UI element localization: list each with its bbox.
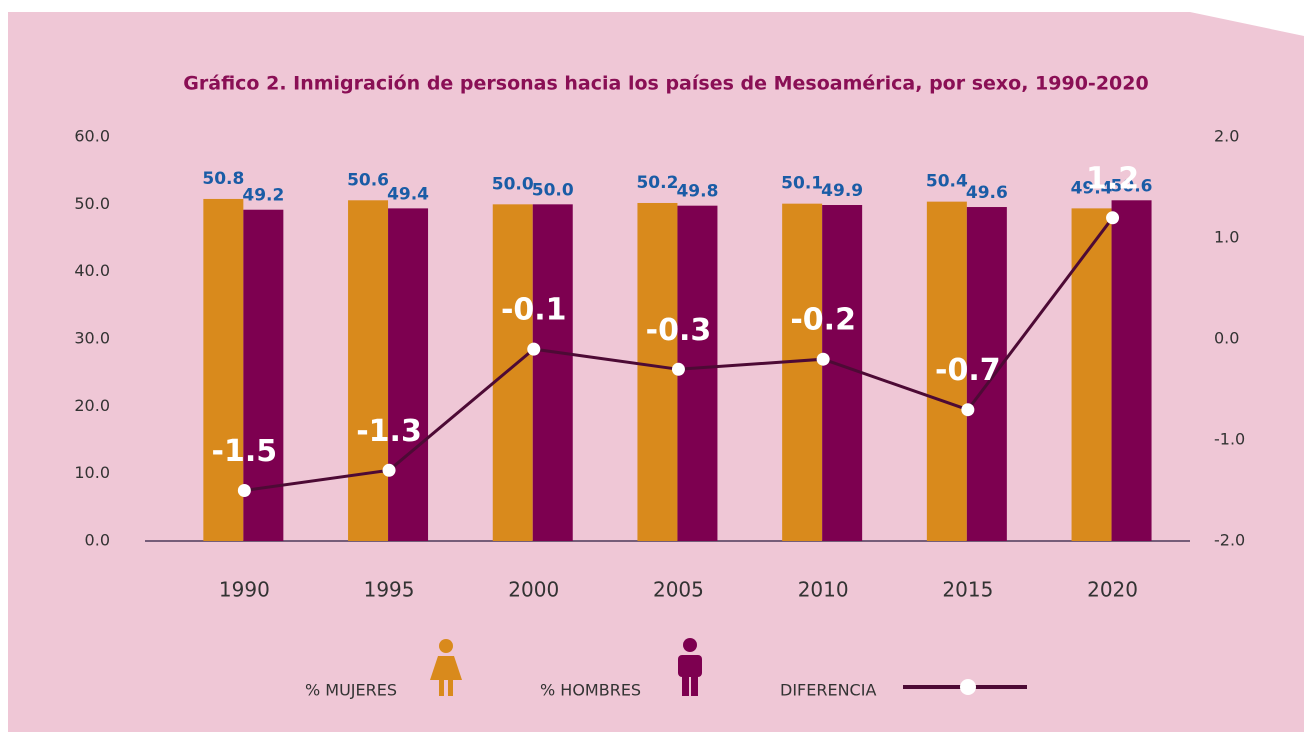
bar: [637, 202, 678, 541]
y-tick-label: 0.0: [85, 531, 110, 550]
y2-tick-label: -2.0: [1214, 531, 1245, 550]
y2-tick-label: 2.0: [1214, 127, 1239, 146]
data-label: -1.3: [356, 414, 422, 449]
y2-tick-label: 1.0: [1214, 228, 1239, 247]
data-label: 50.0: [532, 180, 574, 200]
y-tick-label: 10.0: [74, 463, 110, 482]
legend-icon-woman: [430, 639, 462, 696]
line-marker: [382, 463, 396, 477]
x-tick-label: 1990: [219, 578, 270, 602]
line-marker: [1106, 211, 1120, 225]
bar: [677, 205, 718, 541]
data-label: 50.2: [636, 173, 678, 193]
y-tick-label: 20.0: [74, 396, 110, 415]
line-marker: [961, 403, 975, 417]
data-label: 49.4: [1071, 178, 1113, 198]
y-tick-label: 60.0: [74, 127, 110, 146]
x-tick-label: 2005: [653, 578, 704, 602]
data-label: 50.4: [926, 172, 968, 192]
bar: [822, 205, 863, 542]
y-tick-label: 40.0: [74, 261, 110, 280]
data-label: -0.3: [646, 313, 712, 348]
data-label: 49.6: [966, 183, 1008, 203]
x-tick-label: 2010: [798, 578, 849, 602]
y2-tick-label: 0.0: [1214, 329, 1239, 348]
data-label: -0.1: [501, 293, 567, 328]
data-label: 49.8: [676, 182, 718, 202]
legend-label: % HOMBRES: [540, 681, 641, 700]
data-label: 1.2: [1086, 161, 1139, 196]
bar: [348, 200, 389, 541]
x-tick-label: 2000: [508, 578, 559, 602]
corner: [1190, 12, 1304, 36]
bar: [1071, 208, 1112, 541]
legend-label: DIFERENCIA: [780, 681, 876, 700]
data-label: 50.0: [492, 174, 534, 194]
data-label: 50.8: [202, 169, 244, 189]
x-tick-label: 2015: [942, 578, 993, 602]
chart-title: Gráfico 2. Inmigración de personas hacia…: [183, 73, 1148, 95]
bar: [492, 204, 533, 542]
data-label: -0.7: [935, 353, 1001, 388]
data-label: -1.5: [212, 434, 278, 469]
data-label: 50.6: [347, 170, 389, 190]
data-label: 50.1: [781, 174, 823, 194]
legend-icon-man: [678, 638, 702, 696]
data-label: 50.6: [1111, 176, 1153, 196]
bar: [926, 201, 967, 541]
x-tick-label: 2020: [1087, 578, 1138, 602]
legend-label: % MUJERES: [305, 681, 397, 700]
line-marker: [527, 342, 541, 356]
bar: [532, 204, 573, 542]
data-label: 49.9: [821, 181, 863, 201]
y-tick-label: 30.0: [74, 329, 110, 348]
bar: [1111, 200, 1152, 541]
data-label: -0.2: [790, 303, 856, 338]
y2-tick-label: -1.0: [1214, 430, 1245, 449]
bar: [203, 198, 244, 542]
bar: [782, 203, 823, 541]
line-marker: [671, 362, 685, 376]
x-tick-label: 1995: [364, 578, 415, 602]
legend-marker: [960, 679, 976, 695]
line-marker: [816, 352, 830, 366]
data-label: 49.2: [242, 186, 284, 206]
data-label: 49.4: [387, 184, 429, 204]
bar: [388, 208, 429, 541]
line-marker: [237, 484, 251, 497]
bar: [966, 207, 1007, 541]
y-tick-label: 50.0: [74, 194, 110, 213]
